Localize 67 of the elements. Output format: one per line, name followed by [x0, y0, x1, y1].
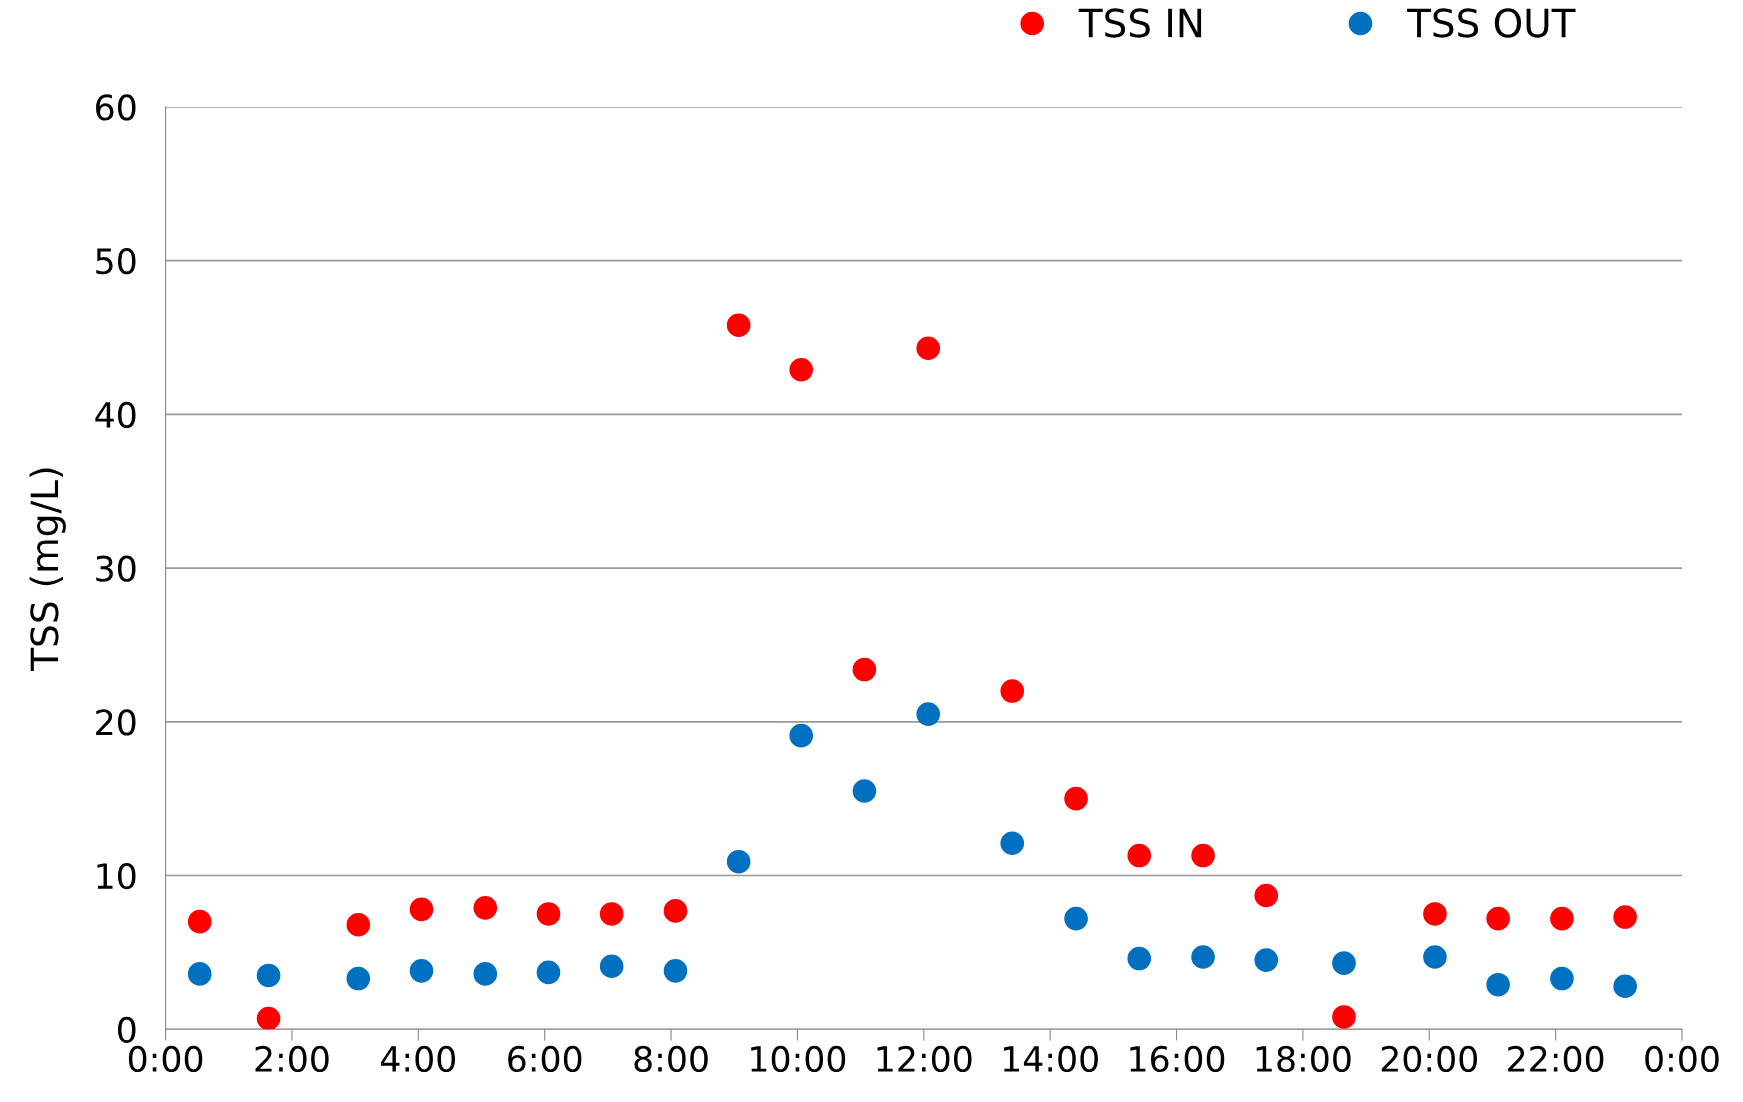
- y-tick-label: 40: [95, 401, 136, 429]
- point: [256, 1006, 281, 1030]
- point: [1064, 906, 1088, 931]
- y-tick-label: 20: [96, 709, 136, 736]
- y-tick-label: 0: [118, 1016, 136, 1043]
- point: [663, 899, 688, 923]
- point: [1191, 945, 1215, 969]
- point: [1254, 948, 1279, 972]
- point: [1486, 972, 1510, 997]
- point: [1550, 966, 1574, 991]
- point: [1550, 906, 1574, 931]
- point: [663, 959, 688, 983]
- point: [346, 912, 371, 937]
- point: [852, 657, 877, 682]
- y-tick-label: 30: [96, 555, 136, 582]
- point: [1000, 831, 1025, 856]
- point: [1332, 951, 1356, 975]
- x-tick-label: 14:00: [1003, 1045, 1098, 1073]
- x-tick-label: 22:00: [1508, 1045, 1604, 1073]
- x-tick-label: 0:00: [1645, 1045, 1719, 1073]
- y-tick-label: 10: [97, 862, 136, 890]
- point: [1000, 679, 1025, 703]
- point: [473, 896, 498, 920]
- x-tick-label: 4:00: [381, 1045, 455, 1073]
- point: [1486, 906, 1510, 931]
- point: [726, 313, 751, 337]
- point: [726, 849, 751, 874]
- point: [409, 897, 434, 922]
- y-axis-title: TSS (mg/L): [29, 468, 66, 671]
- point: [789, 723, 814, 748]
- x-tick-label: 18:00: [1256, 1045, 1351, 1073]
- x-tick-label: 0:00: [128, 1045, 203, 1073]
- point: [536, 902, 561, 926]
- point: [256, 963, 281, 988]
- legend-label: TSS OUT: [1407, 8, 1576, 38]
- point: [789, 357, 814, 382]
- legend-label: TSS IN: [1078, 8, 1202, 38]
- point: [1191, 843, 1215, 868]
- x-tick-label: 8:00: [634, 1045, 708, 1073]
- point: [536, 960, 561, 985]
- point: [599, 954, 624, 979]
- x-tick-label: 20:00: [1381, 1045, 1477, 1073]
- point: [1332, 1005, 1356, 1029]
- x-tick-label: 16:00: [1130, 1045, 1225, 1073]
- point: [1127, 946, 1152, 971]
- point: [1423, 945, 1447, 969]
- point: [1613, 974, 1637, 999]
- y-tick-label: 50: [96, 248, 136, 275]
- y-tick-label: 60: [96, 94, 136, 121]
- x-tick-label: 10:00: [751, 1045, 846, 1073]
- point: [1127, 843, 1152, 868]
- x-tick-label: 2:00: [255, 1045, 329, 1073]
- point: [473, 962, 498, 986]
- point: [346, 966, 371, 991]
- x-tick-label: 6:00: [508, 1045, 582, 1073]
- point: [187, 909, 212, 934]
- point: [1254, 883, 1279, 908]
- point: [187, 962, 212, 986]
- point: [916, 702, 941, 726]
- point: [916, 336, 941, 361]
- point: [852, 779, 877, 803]
- x-tick-label: 12:00: [877, 1045, 972, 1073]
- point: [409, 959, 434, 983]
- point: [1064, 786, 1088, 811]
- point: [1613, 905, 1637, 929]
- point: [599, 902, 624, 926]
- point: [1423, 902, 1447, 926]
